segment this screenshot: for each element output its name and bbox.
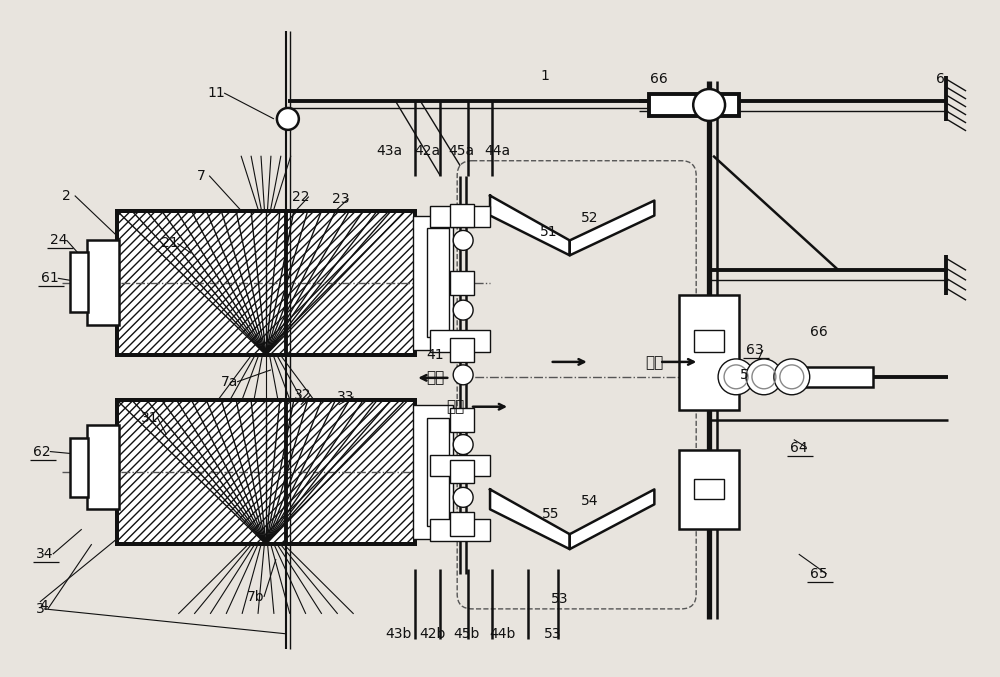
Text: 7b: 7b xyxy=(247,590,265,604)
Text: 66: 66 xyxy=(810,325,828,339)
Bar xyxy=(450,338,474,362)
Bar xyxy=(679,295,739,410)
Text: 11: 11 xyxy=(207,86,225,100)
Text: 42a: 42a xyxy=(414,144,440,158)
Bar xyxy=(804,367,873,387)
Bar xyxy=(430,330,490,352)
Text: 5: 5 xyxy=(740,368,748,382)
Bar xyxy=(694,330,724,352)
Text: 54: 54 xyxy=(581,494,598,508)
Bar xyxy=(427,228,449,337)
Text: 55: 55 xyxy=(542,507,560,521)
Bar xyxy=(430,206,490,227)
Text: 31: 31 xyxy=(141,411,158,424)
Circle shape xyxy=(453,365,473,385)
Circle shape xyxy=(718,359,754,395)
Text: 43b: 43b xyxy=(385,627,412,641)
Bar xyxy=(70,437,88,498)
Polygon shape xyxy=(570,489,654,549)
Text: 7a: 7a xyxy=(220,375,238,389)
Text: 44b: 44b xyxy=(490,627,516,641)
Bar xyxy=(450,512,474,536)
Bar xyxy=(450,408,474,432)
Polygon shape xyxy=(570,200,654,255)
Text: 6: 6 xyxy=(936,72,945,86)
Bar xyxy=(117,211,415,355)
Bar xyxy=(117,399,415,544)
Circle shape xyxy=(453,300,473,320)
Polygon shape xyxy=(490,196,570,255)
Polygon shape xyxy=(490,489,570,549)
Text: 34: 34 xyxy=(36,547,54,561)
Text: 44a: 44a xyxy=(484,144,510,158)
Bar xyxy=(117,399,415,544)
Text: 51: 51 xyxy=(540,225,558,240)
Text: 7: 7 xyxy=(197,169,206,183)
Bar xyxy=(427,418,449,526)
Bar xyxy=(679,450,739,529)
Text: 53: 53 xyxy=(544,627,562,641)
Bar xyxy=(694,479,724,500)
Text: 3: 3 xyxy=(36,602,44,616)
Text: 1: 1 xyxy=(540,69,549,83)
Bar xyxy=(70,253,88,312)
Text: 23: 23 xyxy=(332,192,349,206)
Circle shape xyxy=(453,487,473,507)
Circle shape xyxy=(693,89,725,121)
Bar xyxy=(117,211,415,355)
Bar xyxy=(413,215,453,350)
Circle shape xyxy=(774,359,810,395)
Text: 42b: 42b xyxy=(419,627,445,641)
Text: 33: 33 xyxy=(337,390,354,403)
Bar xyxy=(450,460,474,483)
Text: 43a: 43a xyxy=(376,144,403,158)
Circle shape xyxy=(746,359,782,395)
Text: 32: 32 xyxy=(294,388,312,401)
Text: 52: 52 xyxy=(581,211,598,225)
Text: 分离: 分离 xyxy=(426,370,444,385)
Circle shape xyxy=(453,435,473,454)
Bar xyxy=(413,405,453,539)
Text: 24: 24 xyxy=(50,234,68,247)
Text: 45b: 45b xyxy=(453,627,479,641)
Text: 21: 21 xyxy=(161,236,178,250)
Text: 4: 4 xyxy=(40,599,48,613)
Bar xyxy=(87,424,119,509)
Text: 41: 41 xyxy=(426,348,444,362)
Text: 45a: 45a xyxy=(448,144,474,158)
Text: 22: 22 xyxy=(292,190,310,204)
Text: 53: 53 xyxy=(551,592,569,606)
Text: 挂合: 挂合 xyxy=(446,399,464,414)
Text: 变速: 变速 xyxy=(645,355,663,370)
Circle shape xyxy=(453,230,473,250)
Bar xyxy=(450,271,474,295)
Text: 63: 63 xyxy=(746,343,764,357)
Text: 65: 65 xyxy=(810,567,827,581)
Bar xyxy=(450,204,474,227)
Text: 2: 2 xyxy=(62,189,71,202)
Text: 62: 62 xyxy=(33,445,51,458)
Circle shape xyxy=(277,108,299,130)
Text: 64: 64 xyxy=(790,441,808,454)
Bar xyxy=(649,94,739,116)
Bar xyxy=(430,454,490,477)
Bar xyxy=(430,519,490,541)
Bar xyxy=(87,240,119,325)
Text: 66: 66 xyxy=(650,72,668,86)
Text: 61: 61 xyxy=(41,271,59,285)
